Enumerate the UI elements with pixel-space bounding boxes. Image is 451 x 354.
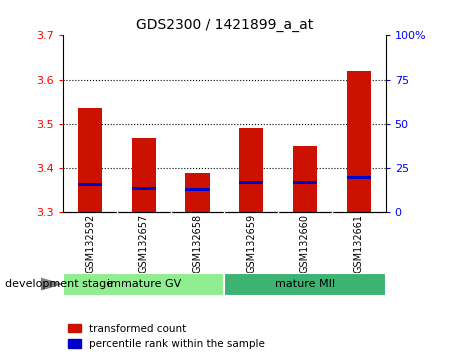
Text: GSM132657: GSM132657 bbox=[139, 213, 149, 273]
Text: immature GV: immature GV bbox=[106, 279, 181, 289]
Bar bbox=[185, 188, 210, 191]
Bar bbox=[239, 128, 263, 212]
Bar bbox=[185, 172, 210, 212]
Bar bbox=[132, 138, 156, 212]
FancyBboxPatch shape bbox=[63, 273, 225, 296]
Text: GSM132661: GSM132661 bbox=[354, 213, 364, 273]
Text: GSM132658: GSM132658 bbox=[193, 213, 202, 273]
Text: mature MII: mature MII bbox=[275, 279, 335, 289]
Bar bbox=[132, 187, 156, 190]
Polygon shape bbox=[41, 278, 61, 290]
Text: development stage: development stage bbox=[5, 279, 113, 289]
Bar bbox=[293, 146, 317, 212]
FancyBboxPatch shape bbox=[225, 273, 386, 296]
Text: GSM132660: GSM132660 bbox=[300, 213, 310, 273]
Title: GDS2300 / 1421899_a_at: GDS2300 / 1421899_a_at bbox=[136, 18, 313, 32]
Bar bbox=[293, 181, 317, 184]
Bar bbox=[78, 183, 102, 186]
Bar bbox=[239, 181, 263, 184]
Bar bbox=[347, 176, 371, 179]
Bar bbox=[347, 71, 371, 212]
Bar bbox=[78, 108, 102, 212]
Legend: transformed count, percentile rank within the sample: transformed count, percentile rank withi… bbox=[69, 324, 265, 349]
Text: GSM132592: GSM132592 bbox=[85, 213, 95, 273]
Text: GSM132659: GSM132659 bbox=[246, 213, 256, 273]
